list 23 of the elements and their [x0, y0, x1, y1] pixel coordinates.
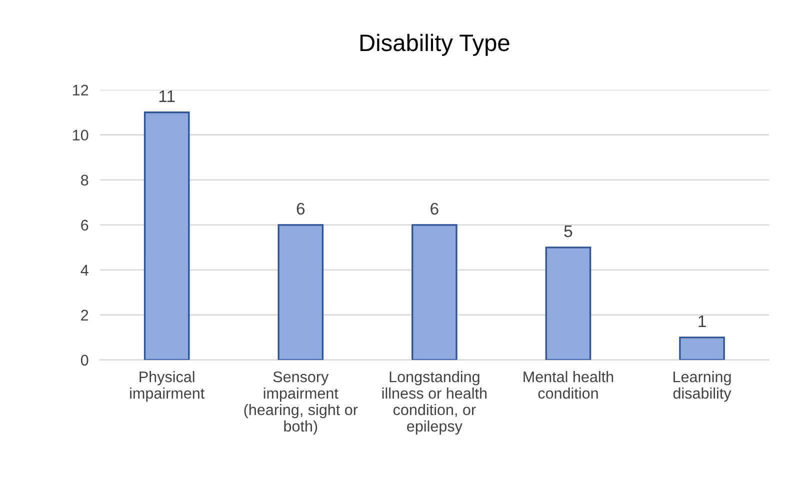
data-label: 5 [564, 226, 572, 238]
x-tick-label: Physical impairment [130, 371, 205, 402]
x-tick-label: Mental health condition [524, 371, 614, 399]
y-tick-label: 10 [73, 130, 88, 141]
data-label: 6 [296, 202, 305, 215]
y-tick-label: 12 [73, 84, 88, 96]
bar [412, 224, 458, 360]
data-label: 1 [698, 316, 706, 328]
y-tick-label: 4 [80, 264, 88, 276]
bar [278, 224, 324, 360]
x-tick-label: Learning disability [673, 371, 732, 402]
bar [545, 246, 592, 360]
chart-title: Disability Type [360, 34, 510, 56]
bar [144, 112, 190, 360]
y-tick-label: 0 [80, 354, 88, 366]
data-label: 11 [159, 90, 175, 102]
y-tick-label: 6 [81, 220, 88, 231]
bar [679, 336, 725, 360]
x-tick-label: Sensory impairment (hearing, sight or both) [244, 371, 358, 435]
data-label: 6 [430, 202, 438, 215]
y-tick-label: 2 [81, 310, 88, 320]
x-tick-label: Longstanding illness or health condition, or epilepsy [382, 371, 487, 435]
y-tick-label: 8 [81, 174, 88, 186]
